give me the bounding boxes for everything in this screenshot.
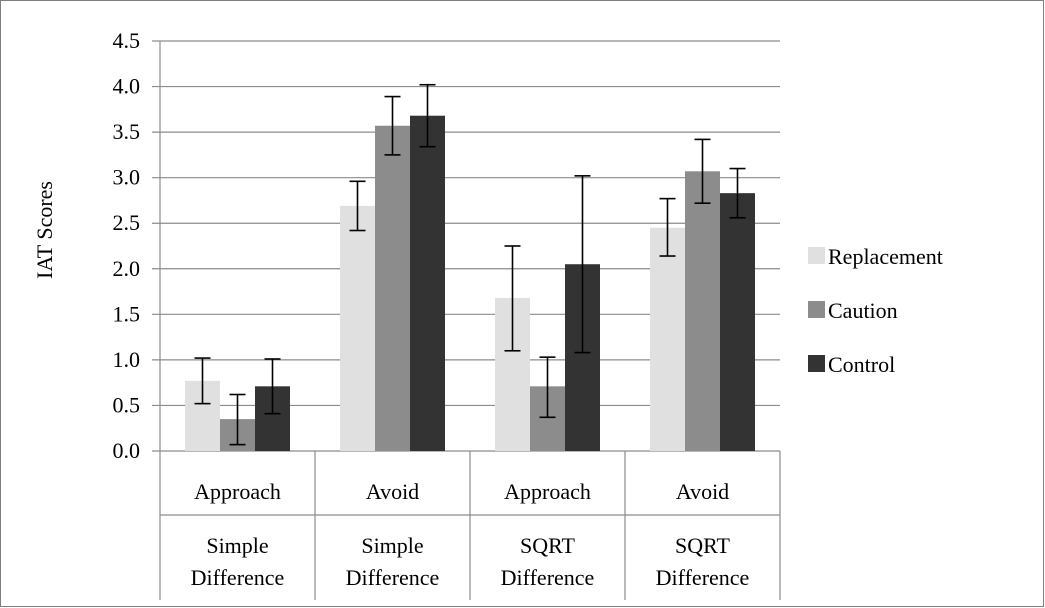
error-bar <box>384 95 401 156</box>
axes: 0.0 0.5 1.0 1.5 2.0 2.5 3.0 3.5 4.0 4.5 <box>113 28 161 463</box>
bar-caution <box>375 125 410 451</box>
error-bar <box>729 167 746 219</box>
y-tick-label: 3.0 <box>113 165 141 190</box>
category-label: Avoid <box>676 479 729 504</box>
error-bar <box>419 83 436 148</box>
legend-swatch <box>808 301 825 318</box>
y-tick-label: 4.0 <box>113 74 141 99</box>
error-bar <box>539 356 556 419</box>
error-bar <box>349 180 366 232</box>
legend-item-caution: Caution <box>808 298 898 323</box>
y-tick-label: 0.0 <box>113 438 141 463</box>
y-tick-label: 1.0 <box>113 347 141 372</box>
group-label: Difference <box>346 565 440 590</box>
legend-label: Control <box>828 352 895 377</box>
group-label: Difference <box>501 565 595 590</box>
y-tick-label: 4.5 <box>113 28 141 53</box>
legend-swatch <box>808 247 825 264</box>
group-label: Simple <box>206 533 268 558</box>
error-bar <box>229 393 246 446</box>
legend-label: Replacement <box>828 244 943 269</box>
y-tick-label: 2.0 <box>113 256 141 281</box>
bar-control <box>720 193 755 451</box>
legend: Replacement Caution Control <box>808 244 943 377</box>
bar-replacement <box>340 205 375 451</box>
error-bar <box>194 357 211 405</box>
error-bar <box>574 175 591 354</box>
category-label: Approach <box>504 479 591 504</box>
category-label: Avoid <box>366 479 419 504</box>
group-label: Difference <box>191 565 285 590</box>
y-tick-label: 3.5 <box>113 119 141 144</box>
error-bars <box>194 83 746 446</box>
legend-item-control: Control <box>808 352 895 377</box>
error-bar <box>659 197 676 257</box>
group-label: SQRT <box>520 533 575 558</box>
bars <box>185 115 755 452</box>
y-tick-label: 2.5 <box>113 210 141 235</box>
error-bar <box>504 245 521 352</box>
bar-caution <box>685 171 720 452</box>
group-label: Difference <box>656 565 750 590</box>
bar-control <box>410 115 445 451</box>
bar-replacement <box>650 227 685 451</box>
category-label: Approach <box>194 479 281 504</box>
legend-item-replacement: Replacement <box>808 244 943 269</box>
error-bar <box>694 138 711 204</box>
y-axis-title: IAT Scores <box>32 181 57 279</box>
y-tick-label: 1.5 <box>113 301 141 326</box>
y-tick-label: 0.5 <box>113 392 141 417</box>
group-label: SQRT <box>675 533 730 558</box>
category-axis-table: Approach Simple Difference Avoid Simple Diffe… <box>159 451 781 600</box>
legend-swatch <box>808 355 825 372</box>
group-label: Simple <box>361 533 423 558</box>
error-bar <box>264 358 281 415</box>
legend-label: Caution <box>828 298 898 323</box>
